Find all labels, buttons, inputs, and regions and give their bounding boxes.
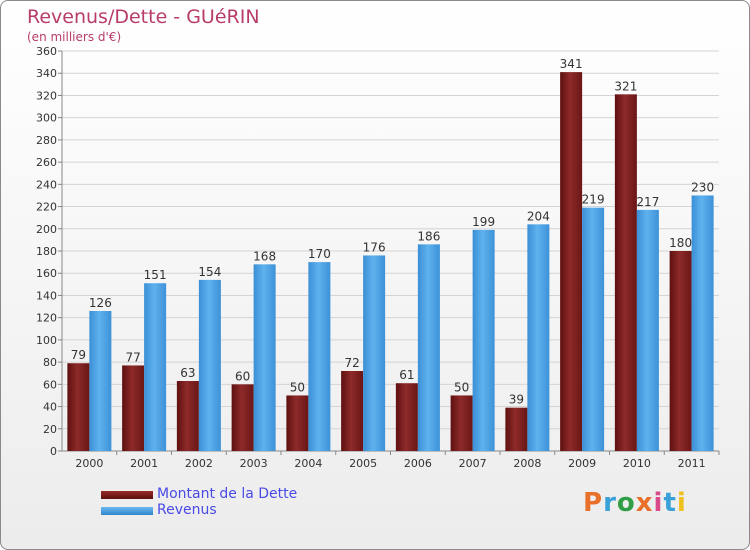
legend-label-revenus: Revenus [157,502,217,518]
y-tick-label: 160 [36,267,57,280]
bar-dette [505,407,528,451]
data-label-dette: 180 [669,236,692,250]
bar-dette [122,365,145,451]
bar-dette [67,363,90,451]
y-tick-label: 240 [36,178,57,191]
data-label-revenus: 154 [198,265,221,279]
bar-revenus [89,311,112,451]
x-tick-label: 2007 [459,457,487,470]
bar-revenus [582,207,605,451]
y-tick-label: 140 [36,289,57,302]
bar-dette [395,383,418,451]
x-tick-label: 2001 [130,457,158,470]
bar-dette [176,381,199,451]
y-tick-label: 0 [50,445,57,458]
logo-letter: o [616,488,636,518]
bar-dette [231,384,254,451]
bar-revenus [363,255,386,451]
bar-dette [614,94,637,451]
x-tick-label: 2011 [678,457,706,470]
y-tick-label: 60 [43,378,57,391]
x-tick-label: 2008 [513,457,541,470]
bar-revenus [472,229,495,451]
x-tick-label: 2009 [568,457,596,470]
data-label-dette: 50 [290,380,305,394]
bar-revenus [253,264,276,451]
y-tick-label: 40 [43,401,57,414]
legend-swatch-revenus [101,507,153,515]
bar-dette [450,395,473,451]
data-label-revenus: 199 [472,215,495,229]
data-label-revenus: 151 [144,268,167,282]
chart-subtitle: (en milliers d'€) [27,30,122,44]
bar-dette [669,251,692,451]
x-tick-label: 2004 [294,457,322,470]
legend-label-dette: Montant de la Dette [157,486,298,502]
proxiti-logo: Proxiti [583,488,687,518]
bar-dette [341,371,364,451]
chart-title: Revenus/Dette - GUéRIN [27,6,260,28]
data-label-revenus: 176 [363,240,386,254]
data-label-revenus: 168 [253,249,276,263]
data-label-revenus: 186 [417,229,440,243]
y-tick-label: 280 [36,134,57,147]
bar-revenus [144,283,167,451]
bar-revenus [691,195,714,451]
logo-letter: i [653,488,664,518]
legend-swatch-dette [101,491,153,499]
data-label-dette: 341 [560,57,583,71]
data-label-dette: 63 [180,366,195,380]
bar-revenus [636,209,659,451]
y-tick-label: 100 [36,334,57,347]
y-tick-label: 20 [43,423,57,436]
y-tick-label: 260 [36,156,57,169]
data-label-dette: 61 [399,368,414,382]
y-tick-label: 340 [36,67,57,80]
y-tick-label: 180 [36,245,57,258]
data-label-revenus: 230 [691,180,714,194]
bar-dette [286,395,309,451]
logo-letter: P [583,488,604,518]
data-label-dette: 60 [235,369,250,383]
logo-letter: t [663,488,677,518]
bar-revenus [308,262,331,451]
data-label-revenus: 126 [89,296,112,310]
data-label-dette: 39 [509,393,524,407]
y-tick-label: 360 [36,45,57,58]
data-label-revenus: 217 [636,195,659,209]
x-tick-label: 2003 [240,457,268,470]
y-tick-label: 120 [36,312,57,325]
x-tick-label: 2002 [185,457,213,470]
y-tick-label: 320 [36,89,57,102]
data-label-dette: 79 [71,348,86,362]
bar-dette [560,72,583,451]
y-tick-label: 80 [43,356,57,369]
x-tick-label: 2010 [623,457,651,470]
bar-revenus [527,224,550,451]
logo-letter: i [676,488,687,518]
y-tick-label: 220 [36,201,57,214]
data-label-dette: 77 [125,350,140,364]
logo-letter: x [635,488,654,518]
data-label-dette: 321 [614,79,637,93]
data-label-revenus: 170 [308,247,331,261]
x-tick-label: 2005 [349,457,377,470]
data-label-revenus: 204 [527,209,550,223]
y-tick-label: 200 [36,223,57,236]
data-label-dette: 72 [344,356,359,370]
data-label-revenus: 219 [582,193,605,207]
data-label-dette: 50 [454,380,469,394]
y-tick-label: 300 [36,112,57,125]
x-tick-label: 2000 [75,457,103,470]
x-tick-label: 2006 [404,457,432,470]
bar-revenus [198,279,221,451]
bar-revenus [417,244,440,451]
logo-letter: r [603,488,617,518]
